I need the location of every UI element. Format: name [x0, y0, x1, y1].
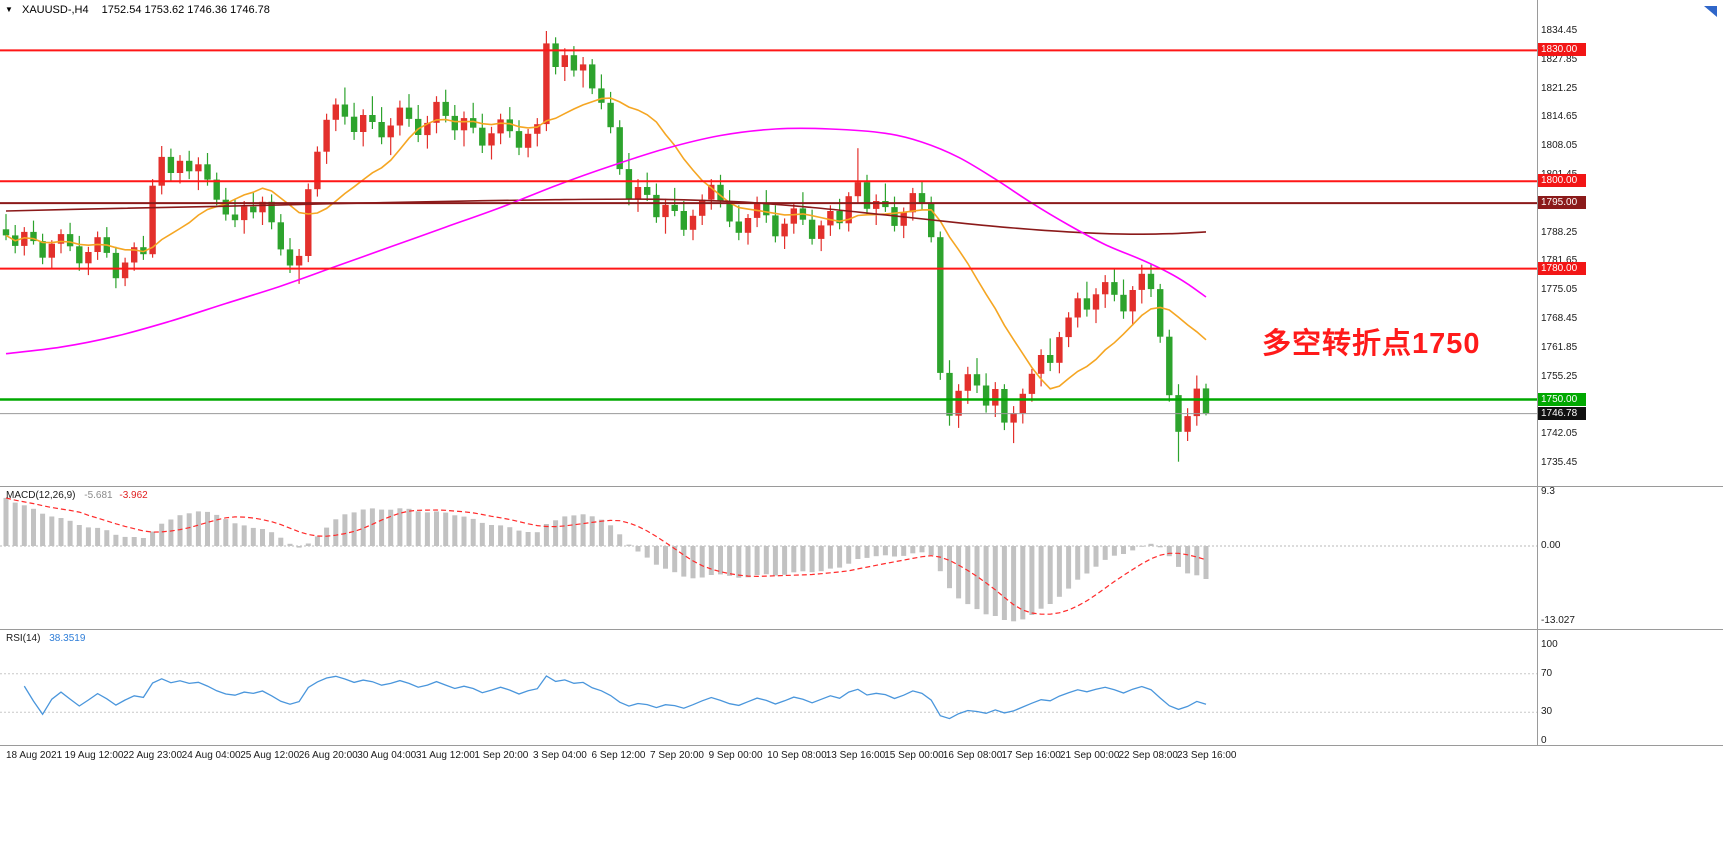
macd-signal-line [5, 497, 1207, 615]
ma-slow-line [5, 198, 1207, 236]
time-axis-label: 9 Sep 00:00 [708, 750, 763, 761]
ma-fast-line [5, 97, 1207, 390]
price-axis-label: 1761.85 [1541, 341, 1578, 353]
time-axis-label: 25 Aug 12:00 [240, 750, 300, 761]
price-axis-separator [1537, 0, 1538, 746]
time-axis-label: 18 Aug 2021 [6, 750, 63, 761]
annotation-text: 多空转折点1750 [1262, 328, 1481, 360]
time-axis-label: 13 Sep 16:00 [825, 750, 886, 761]
time-axis-label: 30 Aug 04:00 [357, 750, 417, 761]
time-axis-label: 6 Sep 12:00 [591, 750, 646, 761]
price-level-badge: 1795.00 [1538, 196, 1586, 210]
macd-histogram [3, 497, 1209, 622]
ma-medium-line [5, 127, 1207, 355]
price-axis-label: 1808.05 [1541, 140, 1578, 152]
chart-header: ▼ XAUUSD-,H4 1752.54 1753.62 1746.36 174… [5, 4, 270, 16]
macd-indicator-pane[interactable] [0, 487, 1537, 629]
price-axis-label: 1827.85 [1541, 53, 1578, 65]
rsi-axis-label: 100 [1541, 639, 1558, 650]
time-axis-label: 21 Sep 00:00 [1059, 750, 1120, 761]
macd-axis-label: -13.027 [1541, 615, 1575, 627]
chart-shift-marker[interactable] [1704, 6, 1717, 17]
price-axis-label: 1735.45 [1541, 457, 1578, 468]
rsi-indicator-pane[interactable] [0, 630, 1537, 745]
price-axis-label: 1742.05 [1541, 428, 1578, 440]
price-axis-label: 1821.25 [1541, 82, 1578, 94]
macd-signal-value: -3.962 [119, 490, 148, 501]
time-axis-label: 19 Aug 12:00 [64, 750, 124, 761]
time-axis-label: 24 Aug 04:00 [181, 750, 241, 761]
rsi-axis-label: 30 [1541, 706, 1553, 718]
current-price-badge: 1746.78 [1538, 406, 1586, 420]
price-level-badge: 1800.00 [1538, 174, 1586, 188]
symbol-period-label: XAUUSD-,H4 [21, 4, 89, 16]
time-axis-label: 10 Sep 08:00 [767, 750, 827, 761]
macd-main-value: -5.681 [84, 490, 113, 501]
rsi-value: 38.3519 [49, 633, 86, 644]
time-axis-label: 23 Sep 16:00 [1177, 750, 1237, 761]
macd-header: MACD(12,26,9) -5.681 -3.962 [6, 490, 148, 501]
panel-separator[interactable] [0, 486, 1723, 487]
rsi-line [23, 675, 1207, 720]
time-axis-label: 26 Aug 20:00 [298, 750, 358, 761]
price-level-badge: 1780.00 [1538, 261, 1586, 275]
time-axis-label: 22 Aug 23:00 [123, 750, 183, 761]
rsi-axis-label: 70 [1541, 667, 1553, 679]
price-axis-label: 1788.25 [1541, 226, 1578, 238]
time-axis[interactable]: 18 Aug 2021 19 Aug 12:00 22 Aug 23:00 24 Au… [0, 750, 1537, 766]
price-axis-label: 1834.45 [1541, 25, 1578, 36]
price-level-badge: 1750.00 [1538, 392, 1586, 406]
time-axis-label: 22 Sep 08:00 [1118, 750, 1178, 761]
main-price-chart[interactable] [0, 0, 1537, 486]
rsi-header: RSI(14) 38.3519 [6, 633, 85, 644]
price-axis-label: 1775.05 [1541, 284, 1578, 296]
time-axis-label: 7 Sep 20:00 [650, 750, 704, 761]
time-axis-label: 1 Sep 20:00 [474, 750, 529, 761]
collapse-chart-icon[interactable]: ▼ [5, 5, 13, 14]
rsi-label: RSI(14) [6, 633, 41, 644]
price-axis-label: 1755.25 [1541, 370, 1578, 382]
ohlc-readout: 1752.54 1753.62 1746.36 1746.78 [101, 4, 270, 16]
time-axis-label: 31 Aug 12:00 [415, 750, 475, 761]
time-axis-label: 16 Sep 08:00 [942, 750, 1003, 761]
price-axis-label: 1801.45 [1541, 169, 1578, 180]
macd-axis-label: 0.00 [1541, 540, 1561, 551]
price-axis-label: 1814.65 [1541, 111, 1578, 123]
time-axis-label: 15 Sep 00:00 [884, 750, 944, 761]
panel-separator[interactable] [0, 629, 1723, 630]
candles-layer [2, 31, 1210, 462]
macd-axis-label: 9.3 [1541, 486, 1555, 498]
time-axis-label: 3 Sep 04:00 [532, 750, 587, 761]
price-axis-label: 1768.45 [1541, 313, 1578, 324]
panel-separator[interactable] [0, 745, 1723, 746]
time-axis-label: 17 Sep 16:00 [1001, 750, 1061, 761]
price-level-badge: 1830.00 [1538, 43, 1586, 57]
price-axis-label: 1781.65 [1541, 255, 1578, 267]
macd-label: MACD(12,26,9) [6, 490, 76, 501]
